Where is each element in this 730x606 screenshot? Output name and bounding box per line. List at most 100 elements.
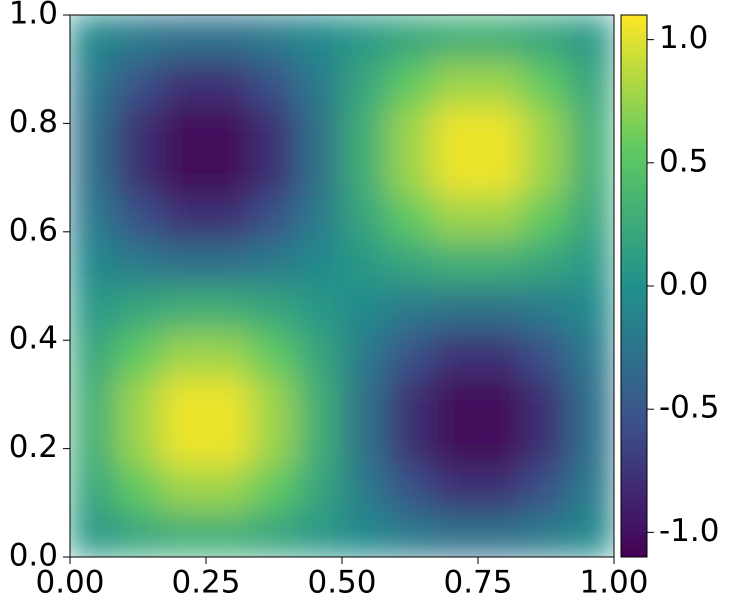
heatmap-cell <box>341 375 388 422</box>
heatmap-cell <box>114 511 162 557</box>
heatmap-cell <box>477 511 524 557</box>
heatmap-cell <box>432 285 479 332</box>
heatmap-cell <box>341 466 388 513</box>
colorbar-tick-label: -1.0 <box>659 513 720 549</box>
heatmap-cell <box>522 285 570 332</box>
heatmap-cell <box>205 240 252 287</box>
heatmap-cell <box>296 421 343 468</box>
heatmap-cell <box>386 330 434 377</box>
heatmap-cell <box>477 240 524 287</box>
heatmap-cell <box>114 240 162 287</box>
heatmap-cell <box>432 421 479 468</box>
heatmap-cell <box>341 59 388 106</box>
heatmap-cell <box>296 466 343 513</box>
heatmap-cell <box>114 15 162 61</box>
heatmap-cell <box>114 330 162 377</box>
heatmap-cell <box>70 195 116 242</box>
heatmap-cell <box>114 375 162 422</box>
heatmap-cell <box>522 511 570 557</box>
heatmap-cell <box>160 375 207 422</box>
heatmap-cell <box>341 421 388 468</box>
heatmap-cell <box>386 466 434 513</box>
heatmap-cell <box>250 330 298 377</box>
heatmap-cell <box>568 375 614 422</box>
x-tick-label: 0.75 <box>443 565 512 601</box>
heatmap-cell <box>296 511 343 557</box>
heatmap-cell <box>296 195 343 242</box>
heatmap-cell <box>160 421 207 468</box>
heatmap-cell <box>114 466 162 513</box>
heatmap-cell <box>386 421 434 468</box>
heatmap-cell <box>477 466 524 513</box>
heatmap-cell <box>160 240 207 287</box>
heatmap-cell <box>160 150 207 197</box>
heatmap-cell <box>477 285 524 332</box>
heatmap-cell <box>522 59 570 106</box>
heatmap-cell <box>205 150 252 197</box>
heatmap-cell <box>296 15 343 61</box>
heatmap-cell <box>205 15 252 61</box>
heatmap-cell <box>568 285 614 332</box>
x-tick-label: 0.00 <box>35 565 104 601</box>
heatmap-cell <box>114 285 162 332</box>
heatmap-cells <box>70 15 614 557</box>
heatmap-cell <box>205 511 252 557</box>
heatmap-cell <box>432 150 479 197</box>
heatmap-cell <box>70 59 116 106</box>
heatmap-cell <box>432 330 479 377</box>
heatmap-cell <box>70 375 116 422</box>
heatmap-cell <box>70 511 116 557</box>
heatmap-cell <box>70 150 116 197</box>
heatmap-cell <box>568 150 614 197</box>
heatmap-cell <box>477 150 524 197</box>
heatmap-cell <box>205 330 252 377</box>
heatmap-cell <box>341 15 388 61</box>
heatmap-cell <box>205 375 252 422</box>
heatmap-cell <box>432 466 479 513</box>
colorbar-tick-label: 0.0 <box>659 267 708 303</box>
heatmap-cell <box>160 285 207 332</box>
heatmap-cell <box>70 330 116 377</box>
heatmap-cell <box>568 421 614 468</box>
heatmap-cell <box>341 195 388 242</box>
heatmap-cell <box>160 195 207 242</box>
heatmap-cell <box>296 150 343 197</box>
heatmap-cell <box>250 59 298 106</box>
y-tick-label: 0.8 <box>9 104 58 140</box>
heatmap-cell <box>522 15 570 61</box>
heatmap-cell <box>160 466 207 513</box>
heatmap-cell <box>160 511 207 557</box>
heatmap-cell <box>386 375 434 422</box>
heatmap-cell <box>70 15 116 61</box>
heatmap-cell <box>296 330 343 377</box>
heatmap-cell <box>477 421 524 468</box>
heatmap-cell <box>114 195 162 242</box>
heatmap-cell <box>386 285 434 332</box>
heatmap-cell <box>250 511 298 557</box>
heatmap-cell <box>205 285 252 332</box>
heatmap-cell <box>522 195 570 242</box>
colorbar-tick-label: 0.5 <box>659 143 708 179</box>
colorbar-tick-label: -0.5 <box>659 390 720 426</box>
heatmap-cell <box>386 59 434 106</box>
heatmap-cell <box>386 511 434 557</box>
y-tick-label: 0.4 <box>9 321 58 357</box>
heatmap-cell <box>522 375 570 422</box>
heatmap-cell <box>341 511 388 557</box>
heatmap-cell <box>522 330 570 377</box>
y-tick-label: 0.0 <box>9 538 58 574</box>
heatmap-cell <box>205 59 252 106</box>
heatmap-cell <box>477 375 524 422</box>
heatmap-cell <box>568 195 614 242</box>
heatmap-cell <box>568 466 614 513</box>
heatmap-cell <box>432 375 479 422</box>
heatmap-cell <box>70 421 116 468</box>
heatmap-cell <box>160 15 207 61</box>
heatmap-cell <box>568 240 614 287</box>
heatmap-cell <box>114 59 162 106</box>
heatmap-cell <box>568 15 614 61</box>
heatmap-cell <box>432 15 479 61</box>
heatmap-cell <box>250 466 298 513</box>
heatmap-cell <box>477 59 524 106</box>
heatmap-cell <box>70 104 116 151</box>
